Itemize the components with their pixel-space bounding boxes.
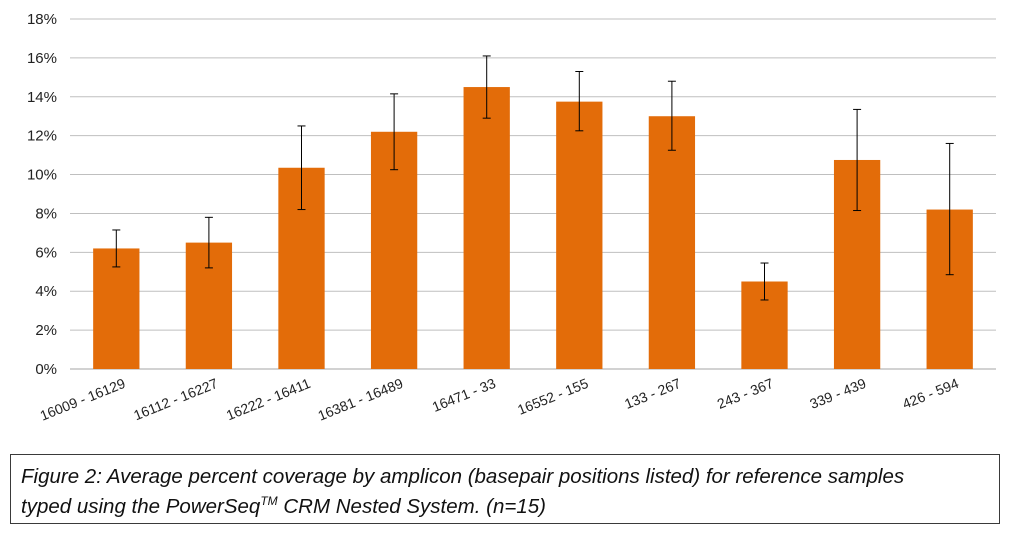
- y-tick-label: 16%: [27, 50, 57, 67]
- x-category-label: 16552 - 155: [515, 375, 590, 418]
- y-tick-label: 10%: [27, 167, 57, 184]
- caption-trademark: TM: [260, 494, 278, 509]
- error-bar: [853, 108, 862, 212]
- x-category-label: 16009 - 16129: [38, 375, 128, 424]
- y-axis-ticks: 0% 2% 4% 6% 8% 10% 12% 14% 16% 18%: [27, 11, 57, 378]
- x-category-label: 426 - 594: [900, 375, 961, 412]
- x-category-label: 243 - 367: [715, 375, 776, 412]
- y-tick-label: 8%: [35, 205, 57, 222]
- y-tick-label: 18%: [27, 11, 57, 28]
- error-bar: [297, 125, 306, 211]
- y-tick-label: 6%: [35, 244, 57, 261]
- error-bar: [112, 229, 121, 268]
- x-category-label: 16112 - 16227: [131, 375, 220, 423]
- error-bar: [204, 216, 213, 269]
- error-bars: [112, 55, 954, 301]
- bar-chart: 0%2%4%6%8%10%12%14%16%18% 16009 - 16129 1…: [27, 11, 996, 424]
- x-category-label: 133 - 267: [622, 375, 683, 412]
- caption-line-2-start: typed using the PowerSeq: [21, 495, 261, 518]
- x-category-label: 16471 - 33: [430, 375, 498, 415]
- caption-line-2-end: CRM Nested System. (n=15): [277, 495, 546, 518]
- bar: [556, 101, 603, 369]
- x-axis-labels: 16009 - 16129 16112 - 16227 16222 - 16411 1…: [38, 375, 961, 424]
- error-bar: [667, 80, 676, 151]
- error-bar: [945, 142, 954, 276]
- bars: [93, 87, 973, 370]
- x-category-label: 339 - 439: [807, 375, 868, 412]
- y-tick-label: 12%: [27, 128, 57, 145]
- y-tick-label: 0%: [35, 361, 57, 378]
- bar: [93, 248, 140, 369]
- y-tick-label: 2%: [35, 322, 57, 339]
- bar: [370, 131, 418, 369]
- y-tick-label: 14%: [27, 89, 57, 106]
- error-bar: [390, 93, 399, 171]
- figure-caption: Figure 2: Average percent coverage by am…: [10, 454, 1000, 524]
- y-tick-label: 4%: [35, 283, 57, 300]
- caption-line-1: Figure 2: Average percent coverage by am…: [21, 465, 905, 488]
- x-category-label: 16222 - 16411: [224, 375, 313, 423]
- x-category-label: 16381 - 16489: [315, 375, 405, 424]
- error-bar: [482, 55, 491, 119]
- bar: [463, 87, 510, 370]
- error-bar: [760, 262, 769, 301]
- error-bar: [575, 71, 584, 132]
- bar: [648, 116, 696, 369]
